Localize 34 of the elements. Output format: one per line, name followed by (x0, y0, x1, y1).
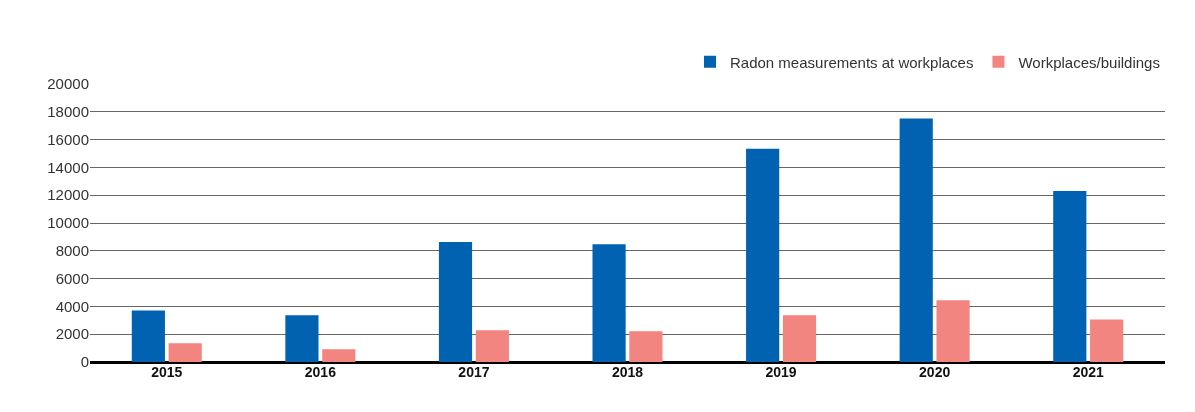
bar (131, 310, 165, 362)
bar (629, 331, 663, 362)
x-tick-label: 2021 (1072, 364, 1104, 380)
y-tick-label: 2000 (55, 325, 89, 343)
y-tick-label: 14000 (47, 158, 89, 176)
bar (438, 242, 473, 362)
x-tick-label: 2020 (919, 364, 951, 380)
bar (782, 315, 817, 362)
y-tick-label: 0 (80, 353, 89, 371)
bar (1090, 319, 1124, 362)
y-tick-label: 10000 (47, 214, 89, 232)
bar (899, 118, 933, 362)
y-tick-label: 8000 (55, 242, 89, 260)
y-tick-label: 6000 (55, 269, 89, 287)
bar (592, 244, 626, 362)
bar (285, 315, 319, 362)
bar (746, 148, 780, 362)
x-tick-label: 2016 (304, 364, 337, 380)
x-tick-label: 2015 (151, 364, 183, 380)
y-tick-label: 4000 (55, 297, 89, 315)
x-tick-label: 2018 (611, 364, 644, 380)
bar (168, 343, 202, 362)
y-tick-label: 20000 (47, 75, 89, 93)
bar (936, 300, 970, 362)
x-tick-label: 2019 (765, 364, 797, 380)
y-tick-label: 12000 (47, 186, 89, 204)
y-tick-label: 18000 (47, 103, 89, 121)
bar (322, 349, 356, 362)
x-tick-label: 2017 (458, 364, 490, 380)
legend-label: Workplaces/buildings (1018, 53, 1160, 71)
legend-label: Radon measurements at workplaces (730, 53, 974, 71)
bar (1053, 191, 1087, 362)
bar (475, 330, 509, 362)
y-tick-label: 16000 (47, 130, 89, 148)
